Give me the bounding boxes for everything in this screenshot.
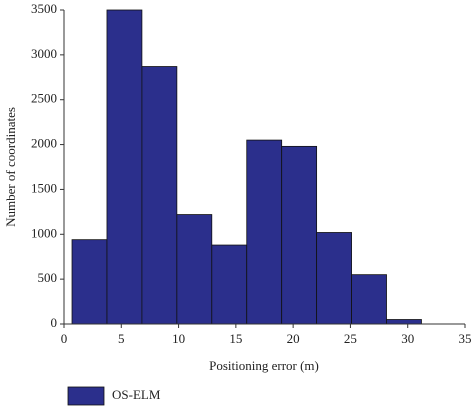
legend-label: OS-ELM bbox=[112, 387, 161, 402]
bar bbox=[106, 9, 143, 325]
bar bbox=[176, 214, 213, 325]
x-tick-label: 30 bbox=[401, 331, 414, 346]
x-tick-label: 25 bbox=[344, 331, 357, 346]
legend-swatch bbox=[67, 386, 105, 406]
x-tick-label: 15 bbox=[229, 331, 242, 346]
bar bbox=[71, 239, 108, 325]
bar bbox=[246, 139, 283, 325]
y-tick-label: 1500 bbox=[31, 180, 57, 195]
y-tick-label: 1000 bbox=[31, 225, 57, 240]
x-axis-label: Positioning error (m) bbox=[209, 358, 319, 373]
y-tick-label: 0 bbox=[51, 315, 58, 330]
x-tick-label: 35 bbox=[459, 331, 472, 346]
y-axis-label: Number of coordinates bbox=[3, 107, 18, 227]
x-tick-label: 5 bbox=[118, 331, 125, 346]
y-tick-label: 2000 bbox=[31, 136, 57, 151]
x-tick-label: 0 bbox=[61, 331, 68, 346]
y-tick-label: 3000 bbox=[31, 46, 57, 61]
bar bbox=[281, 145, 318, 325]
bar bbox=[351, 274, 387, 325]
bar bbox=[316, 232, 352, 325]
bar bbox=[211, 244, 248, 325]
bar bbox=[386, 319, 422, 325]
x-tick-label: 20 bbox=[287, 331, 300, 346]
y-tick-label: 2500 bbox=[31, 91, 57, 106]
x-tick-label: 10 bbox=[172, 331, 185, 346]
y-tick-label: 3500 bbox=[31, 1, 57, 16]
y-tick-label: 500 bbox=[38, 270, 58, 285]
bar bbox=[141, 66, 178, 325]
